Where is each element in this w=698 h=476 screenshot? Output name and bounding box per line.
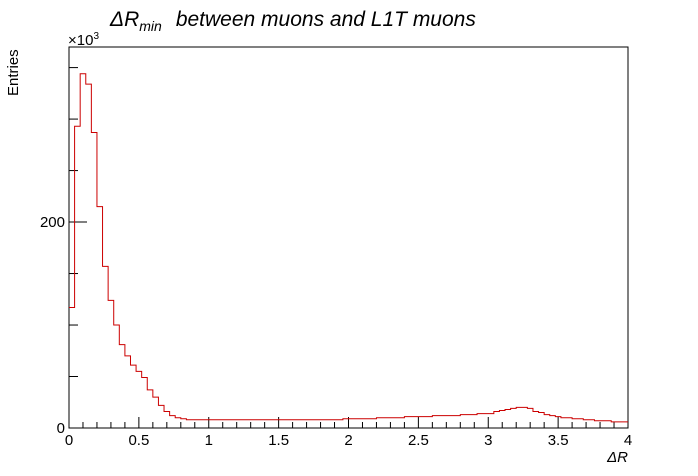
y-multiplier-base: ×10 <box>68 32 93 49</box>
y-axis-multiplier: ×103 <box>68 31 99 49</box>
x-tick-label: 3 <box>484 432 492 449</box>
y-tick-label: 200 <box>40 214 65 231</box>
y-tick-label: 0 <box>57 420 65 437</box>
title-main: ΔR <box>109 8 139 31</box>
axis-tick-labels: 0 0.5 1 1.5 2 2.5 3 3.5 4 0 200 <box>40 214 632 449</box>
x-axis-label: ΔR <box>606 449 628 466</box>
x-tick-label: 3.5 <box>548 432 569 449</box>
plot-frame <box>68 46 629 429</box>
x-tick-label: 0 <box>65 432 73 449</box>
x-tick-label: 1 <box>205 432 213 449</box>
y-axis-label: Entries <box>5 49 22 96</box>
x-tick-label: 2 <box>344 432 352 449</box>
x-tick-label: 0.5 <box>128 432 149 449</box>
axis-ticks <box>68 67 629 429</box>
x-tick-label: 2.5 <box>408 432 429 449</box>
histogram-series-line <box>69 73 628 423</box>
title-subscript: min <box>139 18 162 34</box>
chart-title: ΔRmin between muons and L1T muons <box>109 8 476 34</box>
x-tick-label: 1.5 <box>268 432 289 449</box>
x-tick-label: 4 <box>624 432 632 449</box>
y-multiplier-exponent: 3 <box>93 31 99 42</box>
title-rest: between muons and L1T muons <box>176 8 477 31</box>
